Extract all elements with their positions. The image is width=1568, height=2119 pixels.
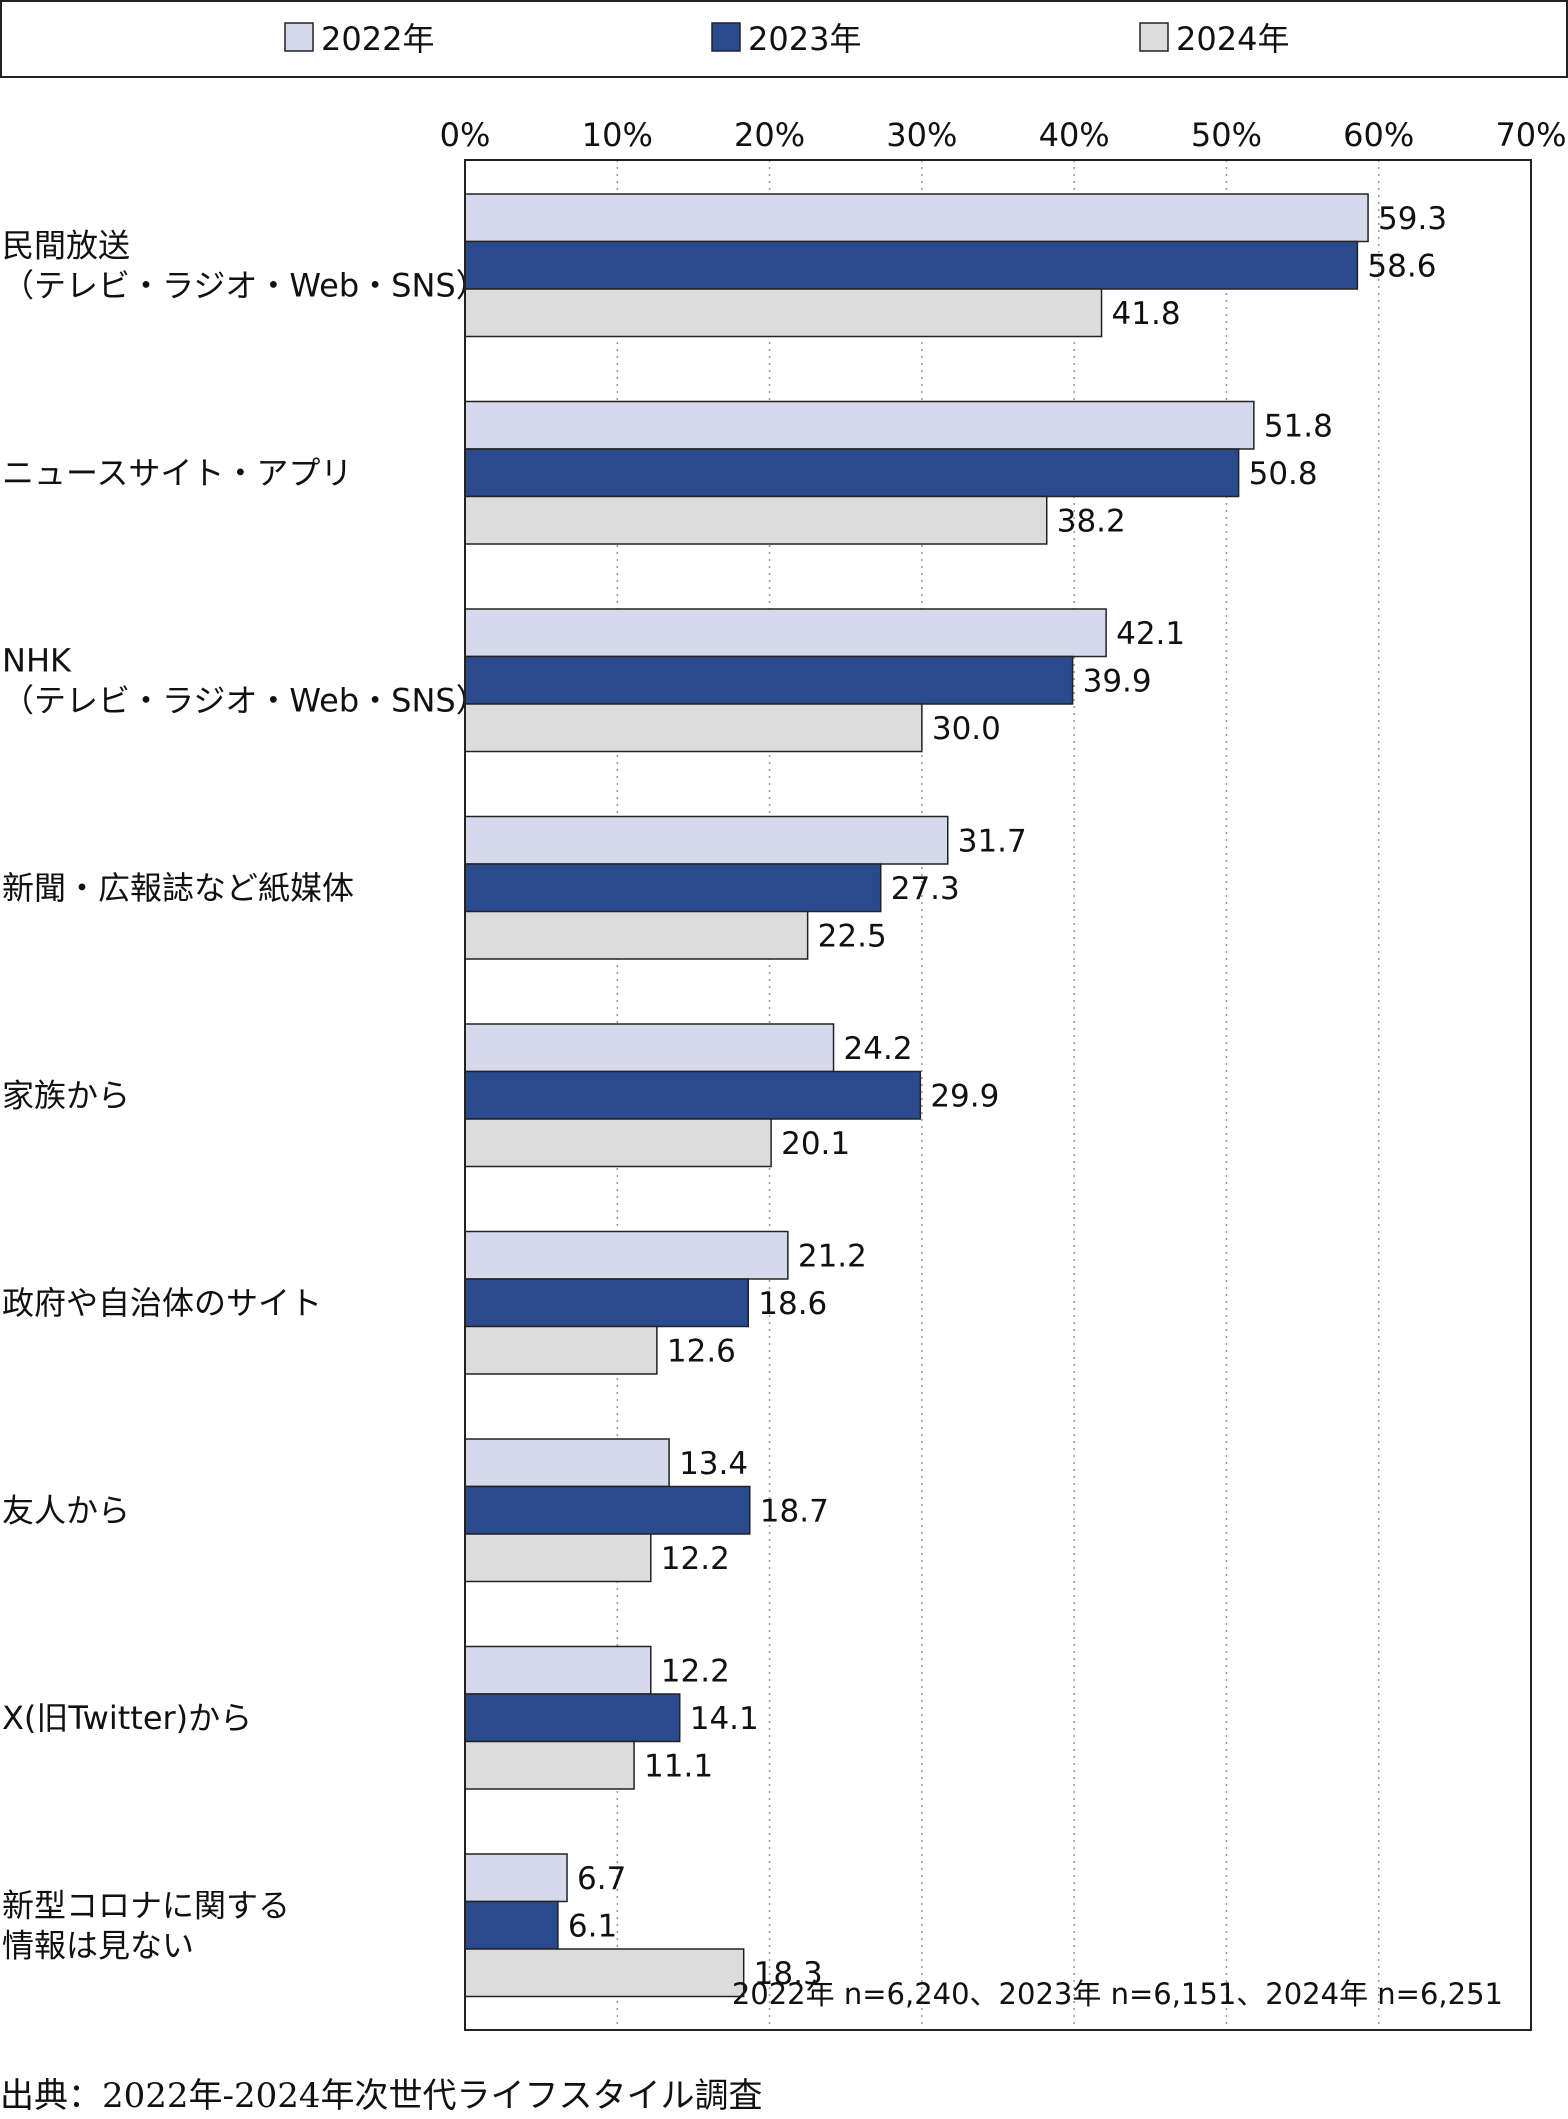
x-tick-label-4: 40% <box>1039 116 1110 154</box>
sample-size-note: 2022年 n=6,240、2023年 n=6,151、2024年 n=6,25… <box>732 1977 1503 2011</box>
category-label-6-0: 友人から <box>2 1491 130 1529</box>
legend-box <box>0 0 1568 78</box>
x-tick-label-3: 30% <box>886 116 957 154</box>
bar-5-2 <box>464 1325 658 1375</box>
legend-label-0: 2022年 <box>321 20 434 58</box>
data-label-2-0: 42.1 <box>1116 616 1185 652</box>
category-label-0-1: （テレビ・ラジオ・Web・SNS） <box>2 266 488 304</box>
x-tick-label-1: 10% <box>582 116 653 154</box>
category-label-8-1: 情報は見ない <box>2 1926 194 1964</box>
bar-1-1 <box>464 448 1240 498</box>
bar-6-1 <box>464 1485 751 1535</box>
bar-1-0 <box>464 400 1255 450</box>
data-label-5-1: 18.6 <box>758 1286 827 1322</box>
data-label-6-0: 13.4 <box>679 1446 748 1482</box>
legend-label-2: 2024年 <box>1176 20 1289 58</box>
bar-5-1 <box>464 1278 750 1328</box>
bar-4-0 <box>464 1023 835 1073</box>
bar-1-2 <box>464 495 1048 545</box>
bar-3-1 <box>464 863 882 913</box>
bar-6-2 <box>464 1533 652 1583</box>
data-label-8-1: 6.1 <box>568 1908 617 1944</box>
x-tick-label-5: 50% <box>1191 116 1262 154</box>
category-label-2-1: （テレビ・ラジオ・Web・SNS） <box>2 681 488 719</box>
bar-4-1 <box>464 1070 922 1120</box>
data-label-3-2: 22.5 <box>818 918 887 954</box>
bar-0-0 <box>464 193 1369 243</box>
data-label-8-2: 18.3 <box>754 1956 823 1992</box>
legend-swatch-0 <box>284 22 314 52</box>
data-label-5-0: 21.2 <box>798 1238 867 1274</box>
data-label-4-0: 24.2 <box>844 1031 913 1067</box>
data-label-0-0: 59.3 <box>1378 201 1447 237</box>
data-label-5-2: 12.6 <box>667 1333 736 1369</box>
data-label-1-0: 51.8 <box>1264 408 1333 444</box>
data-label-8-0: 6.7 <box>577 1861 626 1897</box>
bar-8-0 <box>464 1853 568 1903</box>
x-tick-label-2: 20% <box>734 116 805 154</box>
category-label-1-0: ニュースサイト・アプリ <box>2 454 352 492</box>
bar-2-1 <box>464 655 1074 705</box>
category-label-5-0: 政府や自治体のサイト <box>2 1284 322 1322</box>
bar-7-2 <box>464 1740 635 1790</box>
bar-8-1 <box>464 1900 559 1950</box>
category-label-0-0: 民間放送 <box>2 226 130 264</box>
data-label-7-2: 11.1 <box>644 1748 713 1784</box>
bar-5-0 <box>464 1230 789 1280</box>
bar-2-2 <box>464 703 923 753</box>
bar-0-2 <box>464 288 1103 338</box>
legend-swatch-1 <box>711 22 741 52</box>
category-label-2-0: NHK <box>2 641 72 679</box>
bar-7-1 <box>464 1693 681 1743</box>
data-label-6-1: 18.7 <box>760 1493 829 1529</box>
data-label-7-1: 14.1 <box>690 1701 759 1737</box>
source-note: 出典：2022年-2024年次世代ライフスタイル調査 <box>0 2076 763 2116</box>
data-label-6-2: 12.2 <box>661 1541 730 1577</box>
legend-swatch-2 <box>1139 22 1169 52</box>
data-label-0-2: 41.8 <box>1112 296 1181 332</box>
data-label-1-2: 38.2 <box>1057 503 1126 539</box>
data-label-2-2: 30.0 <box>932 711 1001 747</box>
data-label-3-1: 27.3 <box>891 871 960 907</box>
bar-8-2 <box>464 1948 745 1998</box>
bar-3-0 <box>464 815 949 865</box>
data-label-3-0: 31.7 <box>958 823 1027 859</box>
bar-3-2 <box>464 910 809 960</box>
data-label-1-1: 50.8 <box>1249 456 1318 492</box>
plot-frame <box>464 159 1532 2031</box>
bar-0-1 <box>464 240 1359 290</box>
bar-2-0 <box>464 608 1107 658</box>
category-label-8-0: 新型コロナに関する <box>2 1886 290 1924</box>
data-label-4-1: 29.9 <box>930 1078 999 1114</box>
bar-4-2 <box>464 1118 772 1168</box>
x-tick-label-7: 70% <box>1495 116 1566 154</box>
x-tick-label-0: 0% <box>440 116 491 154</box>
data-label-2-1: 39.9 <box>1083 663 1152 699</box>
bar-6-0 <box>464 1438 670 1488</box>
category-label-4-0: 家族から <box>2 1076 130 1114</box>
bar-7-0 <box>464 1645 652 1695</box>
data-label-4-2: 20.1 <box>781 1126 850 1162</box>
category-label-7-0: X(旧Twitter)から <box>2 1699 252 1737</box>
data-label-7-0: 12.2 <box>661 1653 730 1689</box>
category-label-3-0: 新聞・広報誌など紙媒体 <box>2 869 354 907</box>
data-label-0-1: 58.6 <box>1367 248 1436 284</box>
x-tick-label-6: 60% <box>1343 116 1414 154</box>
legend-label-1: 2023年 <box>748 20 861 58</box>
